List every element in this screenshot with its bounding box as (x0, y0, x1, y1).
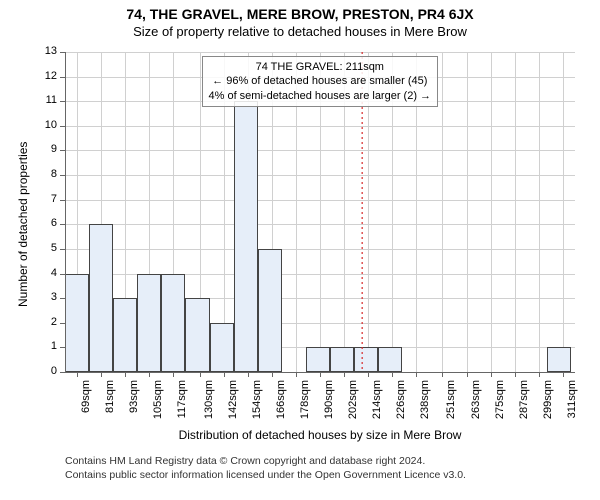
chart-subtitle: Size of property relative to detached ho… (0, 22, 600, 41)
x-tick-label: 93sqm (128, 380, 140, 420)
histogram-bar (258, 249, 282, 372)
gridline-v (515, 52, 516, 372)
plot-area: 01234567891011121369sqm81sqm93sqm105sqm1… (65, 52, 575, 372)
y-tick-label: 4 (33, 267, 57, 279)
y-tick-label: 10 (33, 119, 57, 131)
x-tick-label: 287sqm (518, 380, 530, 420)
x-tick-label: 214sqm (371, 380, 383, 420)
annotation-line-2: ← 96% of detached houses are smaller (45… (209, 74, 432, 88)
x-tick-label: 142sqm (227, 380, 239, 420)
x-axis-line (65, 372, 575, 373)
histogram-bar (210, 323, 234, 372)
y-tick-label: 1 (33, 340, 57, 352)
histogram-bar (234, 101, 258, 372)
histogram-bar (137, 274, 161, 372)
y-tick-label: 6 (33, 217, 57, 229)
x-axis-label: Distribution of detached houses by size … (65, 428, 575, 442)
x-tick-label: 154sqm (251, 380, 263, 420)
y-tick-label: 12 (33, 70, 57, 82)
x-tick-label: 299sqm (542, 380, 554, 420)
x-tick-label: 105sqm (152, 380, 164, 420)
histogram-bar (330, 347, 354, 372)
annotation-box: 74 THE GRAVEL: 211sqm← 96% of detached h… (202, 56, 439, 107)
gridline-v (539, 52, 540, 372)
histogram-bar (161, 274, 185, 372)
chart-title: 74, THE GRAVEL, MERE BROW, PRESTON, PR4 … (0, 0, 600, 22)
histogram-bar (113, 298, 137, 372)
footer-line-2: Contains public sector information licen… (65, 468, 466, 482)
y-tick-label: 0 (33, 365, 57, 377)
x-tick-label: 117sqm (176, 380, 188, 420)
gridline-v (491, 52, 492, 372)
x-tick-label: 81sqm (104, 380, 116, 420)
x-tick-label: 311sqm (566, 380, 578, 420)
chart-container: 74, THE GRAVEL, MERE BROW, PRESTON, PR4 … (0, 0, 600, 500)
x-tick-label: 69sqm (80, 380, 92, 420)
histogram-bar (306, 347, 330, 372)
annotation-line-1: 74 THE GRAVEL: 211sqm (209, 60, 432, 74)
y-tick-label: 11 (33, 94, 57, 106)
gridline-v (563, 52, 564, 372)
x-tick-label: 238sqm (419, 380, 431, 420)
gridline-v (467, 52, 468, 372)
x-tick-label: 226sqm (395, 380, 407, 420)
y-tick-label: 9 (33, 143, 57, 155)
y-tick-label: 8 (33, 168, 57, 180)
x-tick-label: 130sqm (203, 380, 215, 420)
x-tick-label: 166sqm (275, 380, 287, 420)
y-tick-label: 5 (33, 242, 57, 254)
x-tick-label: 263sqm (470, 380, 482, 420)
y-tick-label: 3 (33, 291, 57, 303)
histogram-bar (547, 347, 571, 372)
gridline-v (442, 52, 443, 372)
footer-attribution: Contains HM Land Registry data © Crown c… (65, 454, 466, 482)
x-tick-label: 251sqm (445, 380, 457, 420)
x-tick-label: 202sqm (347, 380, 359, 420)
y-axis-line (65, 52, 66, 372)
y-axis-label: Number of detached properties (16, 142, 30, 307)
x-tick-label: 190sqm (323, 380, 335, 420)
y-tick-label: 7 (33, 193, 57, 205)
histogram-bar (354, 347, 378, 372)
x-tick-label: 178sqm (299, 380, 311, 420)
y-tick-label: 2 (33, 316, 57, 328)
histogram-bar (65, 274, 89, 372)
annotation-line-3: 4% of semi-detached houses are larger (2… (209, 89, 432, 103)
histogram-bar (378, 347, 402, 372)
histogram-bar (89, 224, 113, 372)
y-tick-label: 13 (33, 45, 57, 57)
histogram-bar (185, 298, 209, 372)
footer-line-1: Contains HM Land Registry data © Crown c… (65, 454, 466, 468)
x-tick-label: 275sqm (494, 380, 506, 420)
